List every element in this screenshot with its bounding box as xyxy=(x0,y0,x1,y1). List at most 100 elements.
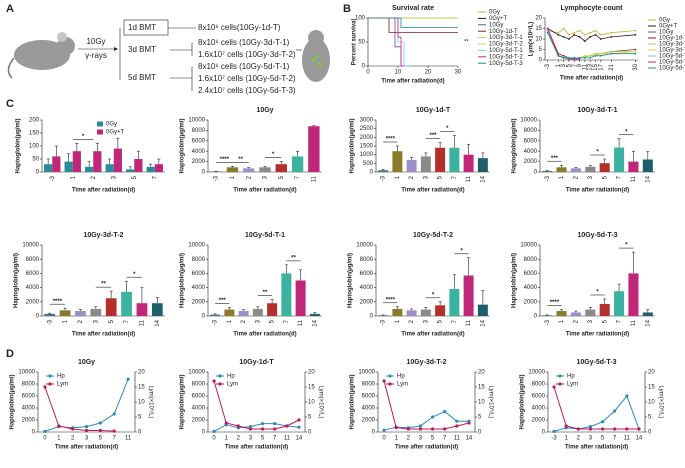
y-tick-label: 8000 xyxy=(192,257,206,263)
y-tick-label: 4000 xyxy=(524,149,538,155)
y-axis-label: Haptoglobin(μg/ml) xyxy=(512,119,518,174)
y-axis-label: Haptoglobin(μg/ml) xyxy=(180,253,186,308)
bar xyxy=(420,309,431,316)
y2-tick-label: 0 xyxy=(648,430,652,436)
x-tick-label: 15 xyxy=(593,63,599,70)
bar xyxy=(93,151,102,172)
x-tick-label: 5 xyxy=(602,175,608,179)
x-tick-label: 5 xyxy=(431,436,435,442)
series-line xyxy=(368,17,458,28)
x-tick-label: 1 xyxy=(395,436,399,442)
y-tick-label: 2000 xyxy=(22,418,36,424)
y-tick-label: 0 xyxy=(202,314,206,320)
x-tick-label: 11 xyxy=(631,319,637,326)
y-tick-label: 10000 xyxy=(188,118,205,124)
x-tick-label: -3 xyxy=(545,319,551,325)
legend-label: 0Gy+T xyxy=(659,24,678,30)
x-tick-label: 1 xyxy=(63,319,69,323)
arrow-head xyxy=(114,47,118,51)
bar xyxy=(308,126,320,172)
series-line xyxy=(547,28,636,42)
legend-marker xyxy=(388,374,392,378)
y-tick-label: 6000 xyxy=(26,271,40,277)
chart-title: 10Gy-5d-T-3 xyxy=(577,232,617,239)
bar xyxy=(267,303,278,316)
bar xyxy=(477,304,488,316)
x-tick-label: 14 xyxy=(312,319,318,326)
legend-label: 10Gy-5d-T-1 xyxy=(659,54,685,60)
x-tick-label: 14 xyxy=(645,319,651,326)
significance-label: * xyxy=(272,152,275,158)
x-tick-label: 7 xyxy=(613,436,617,442)
x-axis-label: Time after radiation(d) xyxy=(560,76,623,82)
y-tick-label: 50 xyxy=(358,40,365,46)
y-tick-label: 50 xyxy=(32,157,39,163)
x-axis-label: Time after radiation(d) xyxy=(55,445,118,451)
bar xyxy=(105,298,117,316)
significance-label: **** xyxy=(220,157,230,163)
x-tick-label: 7 xyxy=(124,319,130,323)
x-tick-label: 7 xyxy=(113,436,117,442)
y-tick-label: 0 xyxy=(362,64,366,70)
bar xyxy=(72,151,81,172)
y-tick-label: 100 xyxy=(355,16,366,22)
x-tick-label: 11 xyxy=(298,319,304,326)
bar xyxy=(614,147,625,172)
y2-axis-label: Lym(×10⁹/L) xyxy=(657,386,664,419)
legend-label: 10Gy-1d-T xyxy=(489,29,518,35)
series-line xyxy=(368,17,458,33)
y-axis-label: Haptoglobin(μg/ml) xyxy=(180,375,186,430)
x-tick-label: 7 xyxy=(572,63,578,67)
x-tick-label: -3 xyxy=(545,175,551,181)
bar xyxy=(75,311,86,316)
x-tick-label: 3 xyxy=(249,436,253,442)
y2-tick-label: 0 xyxy=(138,430,142,436)
x-tick-label: 5 xyxy=(566,63,572,67)
point xyxy=(112,429,116,433)
x-tick-label: 11 xyxy=(284,436,291,442)
point xyxy=(634,50,637,53)
legend-label: 0Gy xyxy=(659,18,670,24)
y-tick-label: 8000 xyxy=(524,257,538,263)
chart-title: 10Gy-5d-T-2 xyxy=(413,232,453,239)
chart-title: Survival rate xyxy=(392,5,434,12)
bar xyxy=(154,164,163,172)
x-tick-label: 1 xyxy=(230,175,236,179)
bar xyxy=(628,161,639,172)
legend-label: 10Gy-5d-T-2 xyxy=(659,60,685,66)
legend-label: 10Gy-3d-T-1 xyxy=(659,42,685,48)
x-tick-label: 7 xyxy=(295,175,301,179)
x-tick-label: 2 xyxy=(246,175,252,179)
significance-label: **** xyxy=(53,299,63,305)
x-tick-label: 0 xyxy=(382,436,386,442)
x-axis-label: Time after radiation(d) xyxy=(395,445,458,451)
y2-tick-label: 20 xyxy=(648,370,655,376)
y-tick-label: 150 xyxy=(29,131,40,137)
y-tick-label: 6000 xyxy=(524,271,538,277)
chart-title: 10Gy-1d-T xyxy=(416,107,451,114)
legend-label: 0Gy xyxy=(489,10,500,16)
y2-axis-label: Lym(×10⁹/L) xyxy=(147,386,154,419)
y-tick-label: 200 xyxy=(29,118,40,124)
x-tick-label: 7 xyxy=(452,175,458,179)
y-tick-label: 10000 xyxy=(528,370,545,376)
chart-title: Lymphocyte count xyxy=(561,5,624,12)
x-tick-label: 3 xyxy=(423,319,429,323)
y-tick-label: 6000 xyxy=(192,271,206,277)
x-tick-label: 13 xyxy=(588,63,594,70)
bar xyxy=(628,273,639,316)
x-tick-label: -3 xyxy=(551,436,557,442)
x-tick-label: 11 xyxy=(624,436,631,442)
y2-tick-label: 5 xyxy=(648,415,652,421)
y-tick-label: 0 xyxy=(534,314,538,320)
x-tick-label: 14 xyxy=(480,319,486,326)
y-tick-label: 8000 xyxy=(192,128,206,134)
x-tick-label: 3 xyxy=(111,175,117,179)
y-tick-label: 4000 xyxy=(26,285,40,291)
chart-title: 10Gy-5d-T-3 xyxy=(576,359,616,366)
y-tick-label: 10 xyxy=(535,37,542,43)
y-tick-label: 4000 xyxy=(192,285,206,291)
x-tick-label: 11 xyxy=(582,63,588,70)
y2-tick-label: 10 xyxy=(308,400,315,406)
